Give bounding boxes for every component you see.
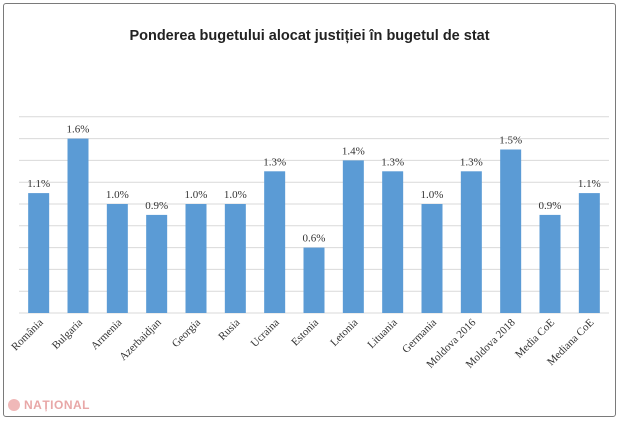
x-tick-label: Germania — [400, 317, 439, 356]
bar — [578, 193, 600, 313]
data-label: 1.0% — [224, 189, 247, 201]
data-label: 0.6% — [303, 233, 326, 245]
bar — [224, 204, 246, 313]
bar — [28, 193, 50, 313]
data-label: 1.3% — [263, 156, 286, 168]
bar — [303, 247, 325, 313]
x-tick-label: Georgia — [170, 317, 203, 350]
data-label: 1.3% — [381, 156, 404, 168]
x-tick-label: România — [9, 317, 46, 354]
x-tick-label: Rusia — [216, 317, 242, 343]
bar — [185, 204, 207, 313]
bar — [106, 204, 128, 313]
data-label: 1.0% — [185, 189, 208, 201]
bar — [539, 214, 561, 313]
data-label: 1.1% — [27, 178, 50, 190]
bar — [146, 214, 168, 313]
bar — [264, 171, 286, 313]
data-label: 1.3% — [460, 156, 483, 168]
bar — [382, 171, 404, 313]
data-label: 1.6% — [67, 124, 90, 136]
watermark-icon — [8, 399, 20, 411]
watermark-logo: NAȚIONAL — [8, 398, 90, 412]
x-tick-label: Bulgaria — [50, 317, 85, 352]
watermark-text: NAȚIONAL — [24, 398, 90, 412]
data-label: 1.5% — [499, 135, 522, 147]
data-label: 1.4% — [342, 145, 365, 157]
chart-title: Ponderea bugetului alocat justiției în b… — [129, 28, 490, 44]
data-label: 1.1% — [578, 178, 601, 190]
bar — [342, 160, 364, 313]
data-label: 1.0% — [421, 189, 444, 201]
bar — [460, 171, 482, 313]
bar — [421, 204, 443, 313]
data-label: 0.9% — [145, 200, 168, 212]
x-tick-label: Ucraina — [249, 317, 282, 350]
x-tick-label: Estonia — [289, 317, 321, 349]
data-label: 0.9% — [539, 200, 562, 212]
data-label: 1.0% — [106, 189, 129, 201]
x-tick-label: Lituania — [365, 317, 399, 351]
bar — [67, 138, 89, 313]
x-tick-label: Azerbaidjan — [117, 316, 164, 363]
x-tick-label: Armenia — [89, 317, 125, 353]
bar — [500, 149, 522, 313]
x-tick-label: Letonia — [328, 317, 360, 349]
